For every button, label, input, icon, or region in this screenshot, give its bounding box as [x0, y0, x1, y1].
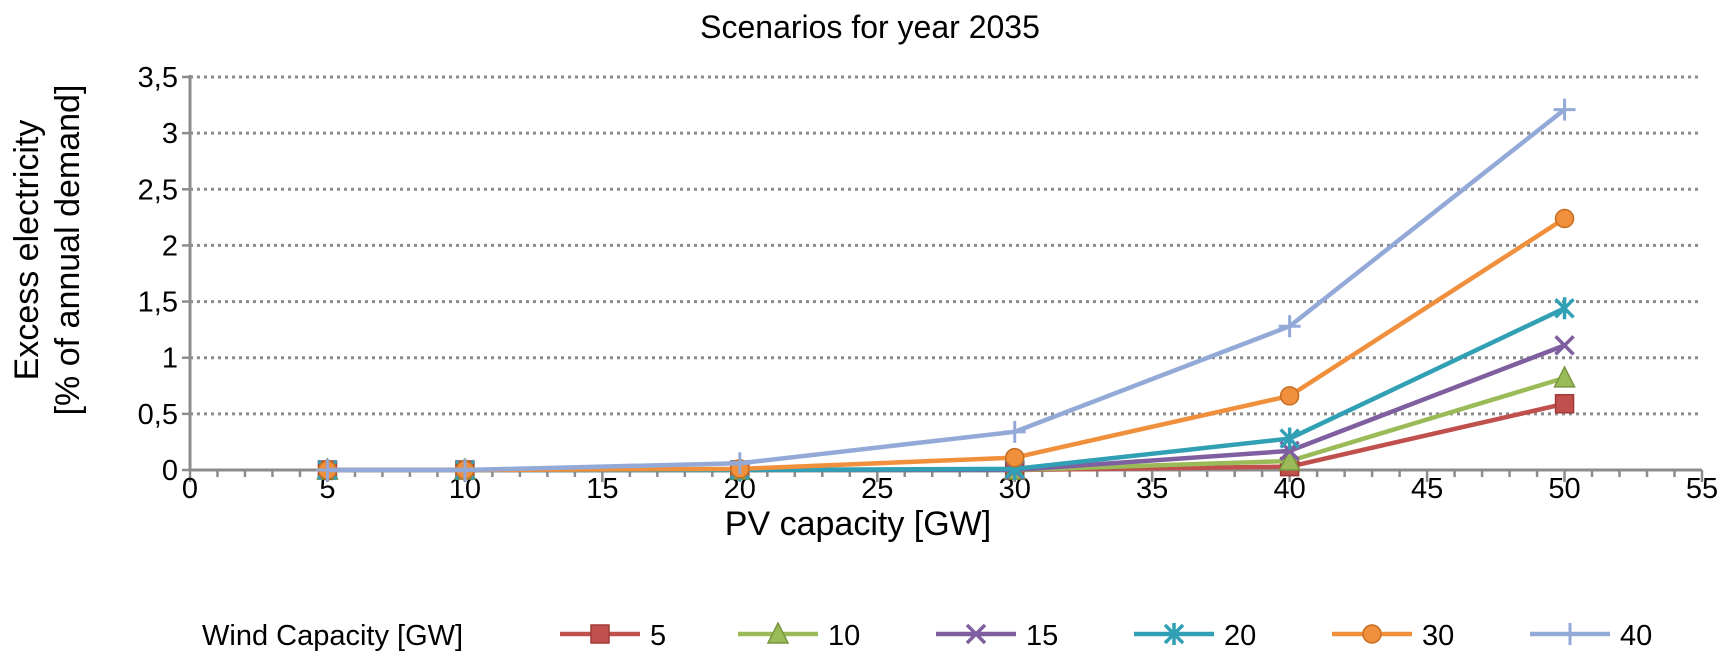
data-point-40: [1003, 420, 1026, 443]
y-axis-tick-labels: 0 0,5 1 1,5 2 2,5 3 3,5: [138, 62, 178, 487]
data-point-15: [1554, 335, 1575, 356]
legend-item-20: 20: [1134, 620, 1256, 652]
legend-marker: [965, 623, 987, 645]
series-line-15: [327, 343, 1566, 473]
gridlines: [190, 75, 1702, 416]
data-point-5: [1554, 394, 1575, 414]
y-tick-label: 0,5: [138, 399, 178, 431]
y-axis-title: Excess electricity [% of annual demand]: [8, 85, 87, 416]
series-5: [317, 394, 1575, 480]
x-tick-label: 25: [861, 473, 893, 505]
legend-marker: [590, 624, 610, 644]
data-point-40: [728, 452, 751, 475]
legend-label: 40: [1620, 620, 1652, 652]
data-point-20: [1554, 297, 1575, 320]
y-axis-title-line-1: Excess electricity: [8, 120, 46, 381]
data-point-40: [1278, 315, 1301, 338]
legend-label: 10: [828, 620, 860, 652]
chart-title: Scenarios for year 2035: [700, 9, 1040, 45]
y-tick-label: 2: [162, 230, 178, 262]
legend-label: 30: [1422, 620, 1454, 652]
legend-item-15: 15: [936, 620, 1058, 652]
x-tick-label: 15: [586, 473, 618, 505]
data-point-20: [1279, 427, 1300, 450]
legend-marker: [1362, 624, 1382, 644]
y-tick-label: 3: [162, 118, 178, 150]
legend: Wind Capacity [GW] 5 10 15 20 30 40: [202, 620, 1652, 652]
legend-item-40: 40: [1530, 620, 1652, 652]
legend-title: Wind Capacity [GW]: [202, 620, 463, 652]
x-axis-title: PV capacity [GW]: [725, 505, 991, 543]
data-point-10: [1278, 448, 1301, 471]
x-tick-label: 50: [1548, 473, 1580, 505]
data-point-40: [316, 459, 339, 481]
series-40: [316, 98, 1576, 481]
legend-marker: [1163, 623, 1185, 645]
series-line-10: [327, 375, 1566, 473]
legend-label: 5: [650, 620, 666, 652]
y-tick-label: 3,5: [138, 62, 178, 94]
y-tick-label: 1,5: [138, 287, 178, 319]
y-tick-label: 0: [162, 455, 178, 487]
legend-item-5: 5: [560, 620, 666, 652]
x-tick-label: 45: [1411, 473, 1443, 505]
data-point-10: [1553, 365, 1576, 388]
legend-label: 20: [1224, 620, 1256, 652]
legend-marker: [1559, 623, 1581, 645]
legend-item-10: 10: [738, 620, 860, 652]
legend-label: 15: [1026, 620, 1058, 652]
x-tick-label: 40: [1274, 473, 1306, 505]
x-tick-label: 35: [1136, 473, 1168, 505]
data-point-40: [1553, 98, 1576, 121]
series-20: [317, 297, 1575, 481]
x-tick-label: 5: [319, 473, 335, 505]
data-point-40: [453, 459, 476, 481]
series-line-40: [327, 107, 1566, 473]
data-point-30: [1554, 208, 1575, 229]
x-tick-label: 55: [1686, 473, 1718, 505]
y-axis-title-line-2: [% of annual demand]: [49, 85, 87, 416]
series-group: [316, 98, 1576, 481]
data-point-30: [1279, 386, 1300, 406]
data-point-30: [1004, 447, 1025, 468]
x-tick-label: 0: [182, 473, 198, 505]
legend-marker: [766, 621, 790, 644]
y-tick-label: 2,5: [138, 174, 178, 206]
x-axis-tick-labels: 0 5 10 15 20 25 30 35 40 45 50 55: [182, 473, 1718, 505]
legend-item-30: 30: [1332, 620, 1454, 652]
y-tick-label: 1: [162, 343, 178, 375]
